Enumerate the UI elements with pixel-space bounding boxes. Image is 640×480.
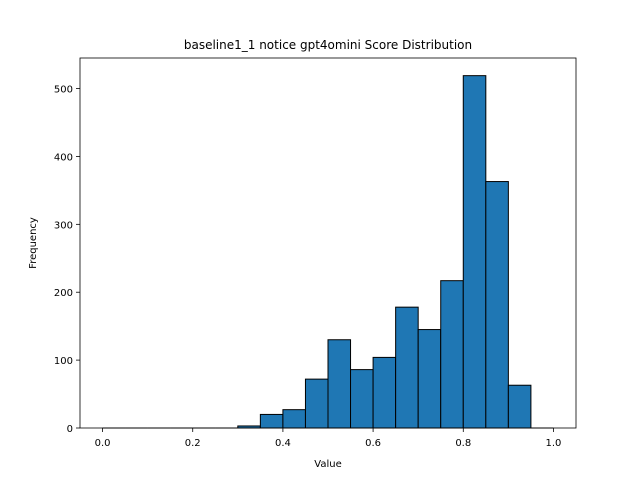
- histogram-bar: [395, 306, 419, 429]
- x-tick-label: 0.4: [275, 438, 291, 449]
- histogram-bar: [372, 356, 397, 429]
- chart-title: baseline1_1 notice gpt4omini Score Distr…: [184, 38, 472, 52]
- x-tick-label: 0.0: [95, 438, 111, 449]
- histogram-bar: [485, 181, 509, 429]
- histogram-bar: [282, 409, 306, 429]
- histogram-bar: [440, 280, 464, 429]
- y-tick-label: 0: [67, 424, 73, 435]
- x-tick-label: 0.6: [365, 438, 381, 449]
- y-tick-label: 300: [54, 220, 73, 231]
- x-tick-label: 0.2: [185, 438, 201, 449]
- y-tick-label: 100: [54, 356, 73, 367]
- histogram-bar: [507, 384, 532, 429]
- x-axis-label: Value: [314, 459, 341, 470]
- histogram-bar: [327, 339, 352, 429]
- histogram-bar: [417, 329, 442, 429]
- histogram-bar: [259, 413, 284, 429]
- histogram-bar: [304, 378, 329, 429]
- y-axis-label: Frequency: [28, 217, 39, 269]
- y-tick-label: 200: [54, 288, 73, 299]
- bars-group: [102, 75, 554, 429]
- y-tick-label: 500: [54, 85, 73, 96]
- histogram-bar: [462, 75, 487, 429]
- x-axis-ticks: 0.0 0.2 0.4 0.6 0.8 1.0: [95, 428, 562, 449]
- y-axis-ticks: 0 100 200 300 400 500: [54, 85, 80, 435]
- histogram-bar: [350, 369, 374, 429]
- y-tick-label: 400: [54, 152, 73, 163]
- x-tick-label: 1.0: [546, 438, 562, 449]
- x-tick-label: 0.8: [455, 438, 471, 449]
- plot-frame: [79, 57, 577, 429]
